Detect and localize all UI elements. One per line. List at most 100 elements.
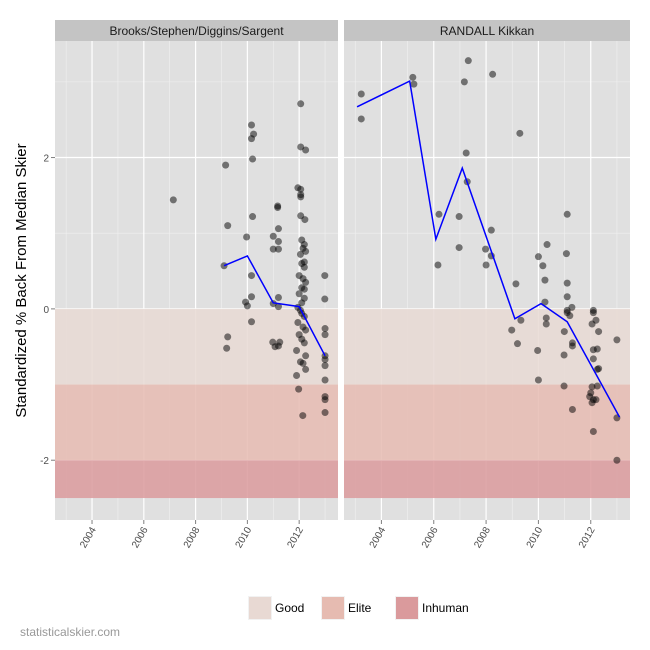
- watermark: statisticalskier.com: [20, 625, 120, 639]
- data-point: [541, 298, 549, 306]
- data-point: [321, 376, 329, 384]
- median-trend-line: [356, 79, 621, 418]
- data-point: [269, 232, 277, 240]
- data-point: [299, 359, 307, 367]
- data-point: [295, 385, 303, 393]
- data-point: [321, 272, 329, 280]
- data-point: [224, 333, 232, 341]
- data-point: [321, 295, 329, 303]
- data-point: [516, 129, 524, 137]
- data-point: [613, 456, 621, 464]
- data-point: [560, 382, 568, 390]
- data-point: [248, 135, 256, 143]
- data-point: [593, 382, 601, 390]
- facet-strip: [344, 20, 630, 41]
- data-point: [269, 245, 277, 253]
- data-point: [542, 314, 550, 322]
- data-point: [541, 276, 549, 284]
- data-point: [274, 245, 282, 253]
- data-point: [321, 331, 329, 339]
- x-tick-label: 2004: [78, 525, 99, 550]
- data-point: [568, 342, 576, 350]
- legend-label-inhuman: Inhuman: [422, 601, 469, 615]
- data-point: [321, 356, 329, 364]
- data-point: [460, 78, 468, 86]
- data-point: [274, 342, 282, 350]
- data-point: [321, 325, 329, 333]
- data-point: [248, 318, 256, 326]
- data-point: [409, 73, 417, 81]
- data-point: [297, 100, 305, 108]
- x-tick-label: 2012: [285, 525, 306, 550]
- data-point: [560, 328, 568, 336]
- x-tick-label: 2008: [472, 525, 493, 550]
- band-elite: [344, 384, 630, 461]
- data-point: [300, 263, 308, 271]
- band-elite: [55, 384, 338, 461]
- data-point: [249, 213, 257, 221]
- band-good: [55, 308, 338, 385]
- data-point: [321, 396, 329, 404]
- data-point: [248, 293, 256, 301]
- legend: Good Elite Inhuman: [248, 596, 469, 620]
- data-point: [321, 409, 329, 417]
- y-tick-label: 2: [43, 154, 49, 165]
- data-point: [568, 406, 576, 414]
- data-point: [297, 193, 305, 201]
- data-point: [482, 261, 490, 269]
- data-point: [593, 345, 601, 353]
- data-point: [357, 90, 365, 98]
- y-axis-label: Standardized % Back From Median Skier: [13, 143, 30, 417]
- facet-strip-label: Brooks/Stephen/Diggins/Sargent: [109, 24, 284, 38]
- data-point: [508, 326, 516, 334]
- data-point: [300, 285, 308, 293]
- data-point: [589, 427, 597, 435]
- band-inhuman: [55, 460, 338, 499]
- data-point: [300, 339, 308, 347]
- data-point: [301, 216, 309, 224]
- data-point: [464, 57, 472, 65]
- data-point: [293, 346, 301, 354]
- data-point: [455, 244, 463, 252]
- legend-label-good: Good: [275, 601, 304, 615]
- data-point: [593, 365, 601, 373]
- x-tick-label: 2010: [525, 525, 546, 550]
- data-point: [302, 247, 310, 255]
- x-tick-label: 2006: [420, 525, 441, 550]
- data-point: [249, 155, 257, 163]
- facet-strip: [55, 20, 338, 41]
- data-point: [455, 213, 463, 221]
- data-point: [513, 340, 521, 348]
- data-point: [566, 312, 574, 320]
- data-point: [539, 262, 547, 270]
- legend-label-elite: Elite: [348, 601, 372, 615]
- data-point: [588, 320, 596, 328]
- data-point: [595, 328, 603, 336]
- data-point: [563, 279, 571, 287]
- data-point: [297, 185, 305, 193]
- x-tick-label: 2004: [368, 525, 389, 550]
- data-point: [222, 161, 230, 169]
- x-tick-label: 2008: [182, 525, 203, 550]
- median-trend-line: [223, 254, 326, 357]
- data-point: [517, 316, 525, 324]
- data-point: [274, 238, 282, 246]
- data-point: [248, 272, 256, 280]
- data-point: [223, 344, 231, 352]
- data-point: [274, 303, 282, 311]
- data-point: [489, 70, 497, 78]
- data-point: [435, 210, 443, 218]
- data-point: [296, 250, 304, 258]
- data-point: [534, 253, 542, 261]
- data-point: [298, 299, 306, 307]
- data-point: [248, 121, 256, 129]
- y-tick-label: -2: [40, 456, 49, 467]
- data-point: [560, 351, 568, 359]
- data-point: [302, 278, 310, 286]
- data-point: [563, 210, 571, 218]
- data-point: [302, 365, 310, 373]
- data-point: [302, 326, 310, 334]
- data-point: [543, 241, 551, 249]
- data-point: [613, 336, 621, 344]
